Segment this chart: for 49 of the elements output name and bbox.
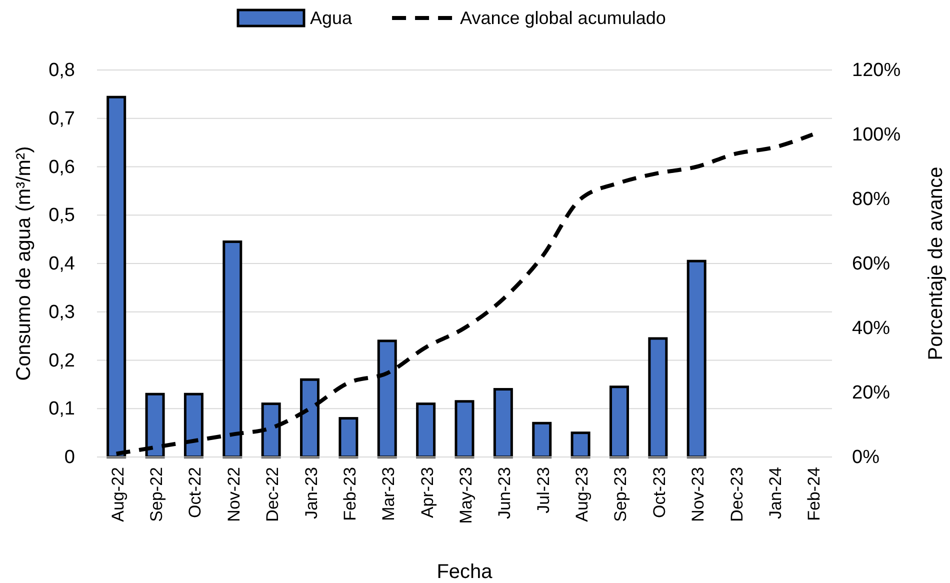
x-tick-label: Sep-22 <box>147 467 166 522</box>
y-tick-label: 0 <box>64 447 75 468</box>
y-tick-label: 0,1 <box>48 398 75 420</box>
y2-tick-label: 120% <box>852 60 901 82</box>
legend-label: Avance global acumulado <box>460 8 666 28</box>
y-tick-label: 0,8 <box>48 60 75 82</box>
x-tick-label: Feb-24 <box>804 467 824 521</box>
y-tick-label: 0,4 <box>48 254 76 275</box>
x-tick-label: Aug-22 <box>108 467 128 522</box>
x-tick-label: Aug-23 <box>572 467 592 522</box>
x-tick-label: Mar-23 <box>379 467 398 521</box>
bar <box>532 422 552 458</box>
x-tick-label: Jan-24 <box>766 467 785 519</box>
y-tick-label: 0,6 <box>48 156 75 178</box>
x-tick-label: Nov-23 <box>688 467 708 522</box>
x-tick-label: Jul-23 <box>534 467 553 514</box>
y2-tick-label: 40% <box>852 318 890 340</box>
y2-tick-label: 60% <box>852 254 890 275</box>
y2-axis-title: Porcentaje de avance <box>925 166 947 360</box>
bar <box>493 388 513 458</box>
x-tick-label: Jun-23 <box>495 467 514 519</box>
x-tick-label: Oct-23 <box>650 467 669 518</box>
bar <box>570 432 590 458</box>
y-tick-label: 0,2 <box>48 350 75 372</box>
x-tick-label: Dec-22 <box>263 467 282 522</box>
bar <box>686 260 706 458</box>
x-tick-label: May-23 <box>456 467 476 524</box>
y2-tick-label: 20% <box>852 382 890 404</box>
y2-tick-label: 80% <box>852 189 890 210</box>
y2-tick-label: 0% <box>852 447 880 468</box>
x-tick-label: Jan-23 <box>302 467 321 519</box>
bar <box>416 402 436 458</box>
legend-label: Agua <box>310 8 354 28</box>
x-tick-label: Sep-23 <box>611 467 630 522</box>
y-axis-title: Consumo de agua (m³/m²) <box>13 146 35 381</box>
y-tick-label: 0,3 <box>48 302 75 323</box>
bar <box>454 400 474 458</box>
x-tick-label: Feb-23 <box>340 467 360 521</box>
y-tick-label: 0,7 <box>48 108 75 130</box>
x-tick-label: Apr-23 <box>418 467 437 518</box>
y-tick-label: 0,5 <box>48 205 75 226</box>
x-tick-label: Dec-23 <box>727 467 746 522</box>
x-tick-label: Nov-22 <box>224 467 244 522</box>
bar <box>609 386 629 458</box>
x-tick-label: Oct-22 <box>186 467 205 518</box>
x-axis-title: Fecha <box>436 561 494 583</box>
y2-tick-label: 100% <box>852 124 901 146</box>
bar <box>648 337 668 458</box>
bar <box>338 417 358 458</box>
